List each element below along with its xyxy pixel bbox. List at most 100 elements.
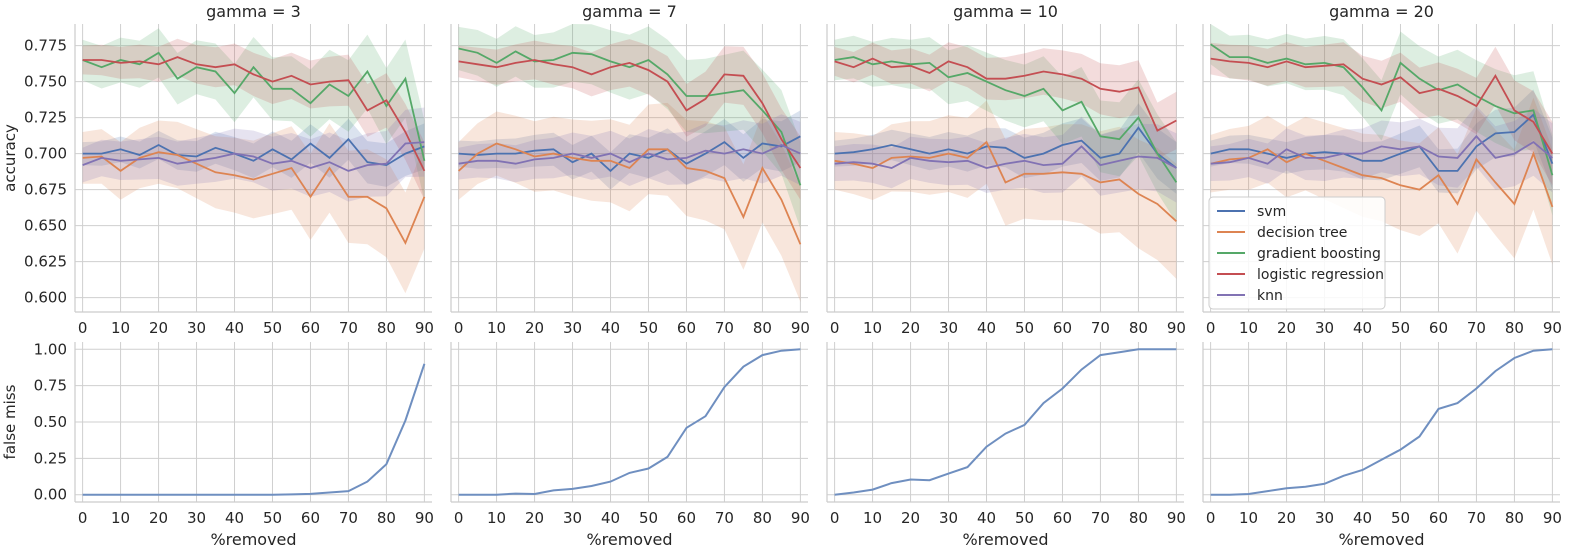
- false-miss-panel-1: 0 10 20 30 40 50 60 70 80 90 0.00 0.25 0.50 0.75 1.00%…: [34, 340, 434, 549]
- confidence-band-svm: [1210, 89, 1553, 194]
- confidence-band-decision-tree: [834, 100, 1177, 279]
- confidence-band-knn: [1210, 105, 1553, 193]
- series-line-decision-tree: [82, 151, 426, 245]
- confidence-band-svm: [82, 118, 425, 187]
- x-tick-label: 20: [149, 319, 168, 337]
- x-tick-label: 90: [415, 319, 434, 337]
- y-tick-label: 0.50: [34, 413, 67, 431]
- accuracy-panel-3: 0 10 20 30 40 50 60 70 80 90 gamma = 10: [826, 2, 1186, 337]
- x-tick-label: 30: [187, 509, 206, 527]
- x-tick-label: 60: [1429, 319, 1448, 337]
- x-tick-label: 60: [1053, 319, 1072, 337]
- legend-label: svm: [1257, 204, 1286, 220]
- x-tick-label: 90: [791, 319, 810, 337]
- x-tick-label: 0: [454, 319, 464, 337]
- accuracy-panel-2: 0 10 20 30 40 50 60 70 80 90 gamma = 7: [450, 2, 810, 337]
- y-tick-label: 0.600: [24, 289, 67, 307]
- x-tick-label: 80: [1505, 319, 1524, 337]
- confidence-band-gradient-boosting: [82, 28, 425, 202]
- y-tick-label: 0.775: [24, 37, 67, 55]
- x-tick-label: 10: [487, 319, 506, 337]
- x-tick-label: 60: [301, 319, 320, 337]
- x-tick-label: 40: [1353, 319, 1372, 337]
- x-tick-label: 80: [753, 319, 772, 337]
- confidence-band-logistic-regression: [82, 38, 425, 200]
- x-tick-label: 50: [1391, 319, 1410, 337]
- x-tick-label: 20: [525, 319, 544, 337]
- x-tick-label: 50: [1015, 319, 1034, 337]
- x-tick-label: 20: [149, 509, 168, 527]
- x-tick-label: 90: [1543, 509, 1562, 527]
- confidence-band-gradient-boosting: [458, 24, 801, 229]
- x-tick-label: 40: [225, 509, 244, 527]
- x-tick-label: 10: [111, 509, 130, 527]
- series-line-decision-tree: [1210, 148, 1554, 208]
- x-tick-label: 10: [111, 319, 130, 337]
- x-tick-label: 50: [639, 509, 658, 527]
- false-miss-panel-3: 0 10 20 30 40 50 60 70 80 90 %removed: [826, 342, 1186, 549]
- facet-title: gamma = 20: [1329, 2, 1434, 21]
- x-tick-label: 80: [1505, 509, 1524, 527]
- series-line-gradient-boosting: [834, 56, 1178, 183]
- series-line-false-miss: [1210, 348, 1553, 496]
- series-line-svm: [1210, 113, 1554, 172]
- x-tick-label: 50: [263, 509, 282, 527]
- x-tick-label: 70: [339, 319, 358, 337]
- false-miss-panel-4: 0 10 20 30 40 50 60 70 80 90 %removed: [1202, 342, 1562, 549]
- confidence-band-logistic-regression: [834, 42, 1177, 159]
- x-tick-label: 40: [977, 509, 996, 527]
- x-tick-label: 10: [487, 509, 506, 527]
- series-line-knn: [458, 144, 801, 165]
- x-tick-label: 80: [377, 319, 396, 337]
- x-tick-label: 30: [1315, 509, 1334, 527]
- legend-label: decision tree: [1257, 225, 1347, 241]
- x-tick-label: 30: [939, 319, 958, 337]
- series-line-logistic-regression: [1210, 57, 1554, 155]
- facet-title: gamma = 3: [206, 2, 301, 21]
- x-tick-label: 70: [1467, 319, 1486, 337]
- series-line-decision-tree: [457, 142, 802, 245]
- series-line-knn: [1210, 134, 1553, 165]
- x-tick-label: 30: [563, 319, 582, 337]
- x-tick-label: 0: [454, 509, 464, 527]
- series-line-false-miss: [82, 363, 426, 496]
- x-tick-label: 20: [901, 509, 920, 527]
- x-tick-label: 10: [1239, 319, 1258, 337]
- x-tick-label: 0: [1206, 319, 1216, 337]
- x-tick-label: 90: [1167, 509, 1186, 527]
- x-axis-label: %removed: [586, 530, 672, 549]
- x-tick-label: 90: [1543, 319, 1562, 337]
- x-tick-label: 70: [339, 509, 358, 527]
- accuracy-panel-1: 0 10 20 30 40 50 60 70 80 90 0.600 0.625 0.650 0.675 0…: [24, 2, 434, 337]
- x-tick-label: 40: [225, 319, 244, 337]
- false-miss-panel-2: 0 10 20 30 40 50 60 70 80 90 %removed: [450, 342, 810, 549]
- legend-label: logistic regression: [1257, 267, 1384, 283]
- x-tick-label: 20: [901, 319, 920, 337]
- y-tick-label: 0.00: [34, 486, 67, 504]
- x-tick-label: 70: [715, 509, 734, 527]
- facet-title: gamma = 7: [582, 2, 677, 21]
- series-line-gradient-boosting: [1210, 43, 1554, 176]
- confidence-band-knn: [834, 116, 1177, 203]
- legend: svm decision tree gradient boosting logisti…: [1208, 196, 1386, 310]
- x-tick-label: 60: [301, 509, 320, 527]
- x-tick-label: 0: [1206, 509, 1216, 527]
- x-tick-label: 10: [863, 509, 882, 527]
- x-tick-label: 40: [601, 509, 620, 527]
- x-tick-label: 30: [187, 319, 206, 337]
- series-line-svm: [834, 126, 1177, 169]
- confidence-band-gradient-boosting: [1210, 24, 1553, 216]
- x-tick-label: 80: [753, 509, 772, 527]
- x-tick-label: 70: [715, 319, 734, 337]
- confidence-band-gradient-boosting: [834, 35, 1177, 223]
- y-tick-label: 0.700: [24, 145, 67, 163]
- x-tick-label: 20: [1277, 319, 1296, 337]
- legend-box: [1208, 196, 1386, 310]
- y-axis-label: false miss: [1, 384, 19, 459]
- x-tick-label: 50: [639, 319, 658, 337]
- accuracy-panel-4: 0 10 20 30 40 50 60 70 80 90 gamma = 20: [1202, 2, 1562, 337]
- x-tick-label: 0: [78, 509, 88, 527]
- x-tick-label: 60: [1053, 509, 1072, 527]
- series-line-logistic-regression: [458, 59, 802, 169]
- facet-title: gamma = 10: [953, 2, 1058, 21]
